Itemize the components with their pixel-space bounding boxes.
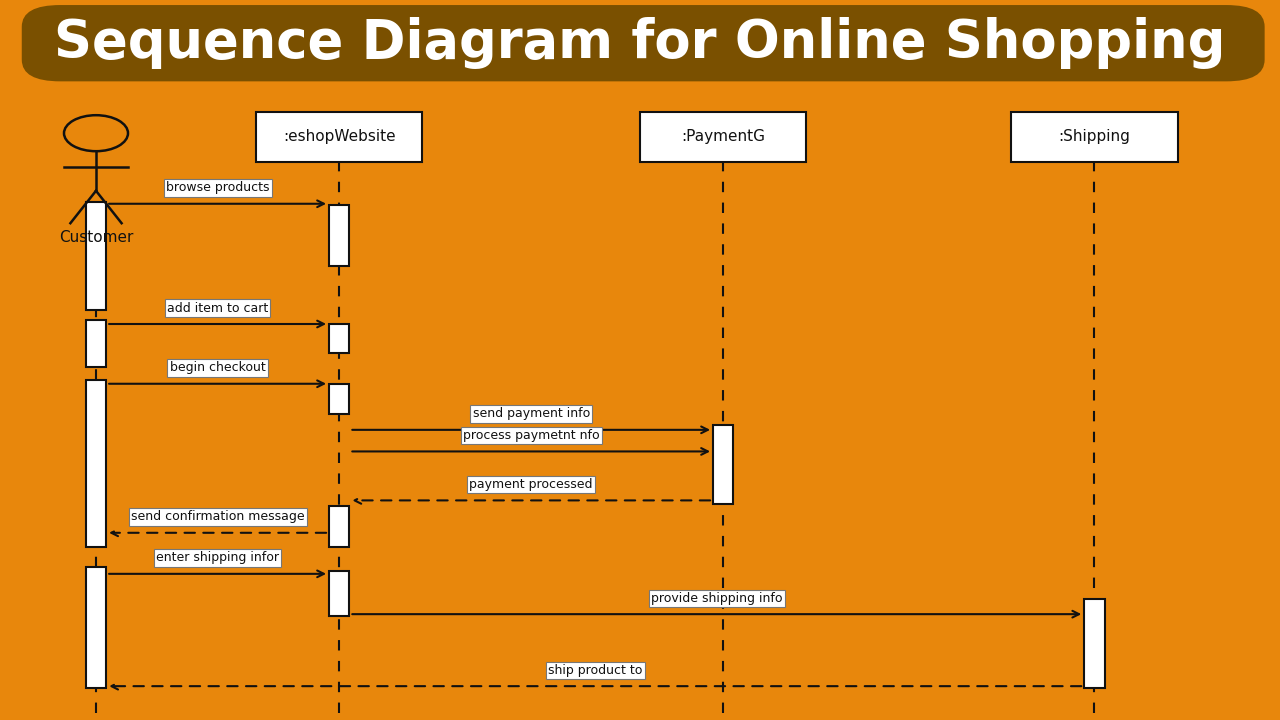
Bar <box>329 384 349 414</box>
Bar <box>86 567 106 688</box>
Bar <box>329 205 349 266</box>
Text: browse products: browse products <box>166 181 269 194</box>
Text: :PaymentG: :PaymentG <box>681 130 765 144</box>
Bar <box>86 320 106 367</box>
Text: :Shipping: :Shipping <box>1059 130 1130 144</box>
Text: process paymetnt nfo: process paymetnt nfo <box>463 429 599 442</box>
Text: ship product to: ship product to <box>548 664 643 677</box>
Text: Sequence Diagram for Online Shopping: Sequence Diagram for Online Shopping <box>54 17 1226 69</box>
Text: add item to cart: add item to cart <box>166 302 269 315</box>
Bar <box>1084 599 1105 688</box>
Bar <box>86 380 106 547</box>
Text: begin checkout: begin checkout <box>170 361 265 374</box>
Bar <box>329 324 349 353</box>
Text: payment processed: payment processed <box>470 478 593 491</box>
Bar <box>329 506 349 547</box>
Text: send confirmation message: send confirmation message <box>131 510 305 523</box>
Text: send payment info: send payment info <box>472 408 590 420</box>
Text: provide shipping info: provide shipping info <box>652 592 782 605</box>
Bar <box>1011 112 1178 162</box>
Bar <box>713 425 733 504</box>
Bar <box>86 202 106 310</box>
Text: enter shipping infor: enter shipping infor <box>156 552 279 564</box>
Text: :eshopWebsite: :eshopWebsite <box>283 130 396 144</box>
Bar <box>640 112 806 162</box>
FancyBboxPatch shape <box>22 5 1265 81</box>
Bar <box>329 571 349 616</box>
Bar <box>256 112 422 162</box>
Text: Customer: Customer <box>59 230 133 246</box>
